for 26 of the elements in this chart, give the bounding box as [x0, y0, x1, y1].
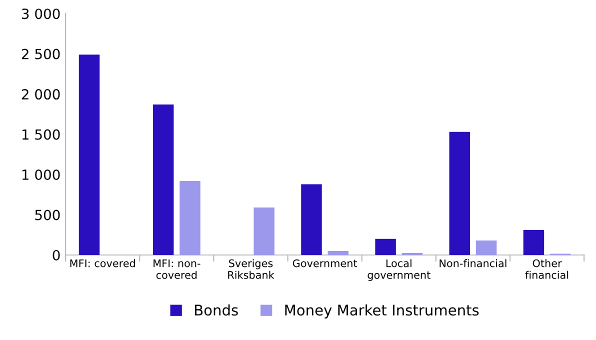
x-tick-label: Government [292, 259, 358, 268]
y-tick-label: 0 [52, 250, 60, 260]
x-tick-label: Local government [368, 259, 430, 281]
bar [375, 238, 396, 255]
legend-label: Bonds [195, 304, 238, 316]
x-tick-label: MFI: covered [70, 259, 135, 268]
bar [254, 208, 274, 255]
y-tick-label: 1 500 [22, 129, 60, 140]
x-tick-label: Sveriges Riksbank [228, 259, 274, 279]
bar [152, 104, 174, 255]
y-tick-label: 3 000 [22, 8, 60, 20]
x-tick-label: Non-financial [440, 259, 506, 268]
bar [328, 250, 349, 255]
bar [180, 180, 200, 255]
bar [449, 132, 470, 255]
y-tick-label: 500 [35, 210, 60, 220]
y-tick-label: 1 000 [22, 170, 60, 180]
x-tick-label: MFI: non- covered [154, 259, 200, 279]
bar [476, 240, 497, 255]
legend-label: Money Market Instruments [285, 304, 479, 318]
bar [301, 184, 322, 255]
x-tick-label: Other financial [525, 259, 568, 279]
y-tick-label: 2 000 [22, 89, 60, 100]
bar [523, 230, 544, 255]
bar [78, 54, 100, 255]
y-tick-label: 2 500 [22, 48, 60, 60]
